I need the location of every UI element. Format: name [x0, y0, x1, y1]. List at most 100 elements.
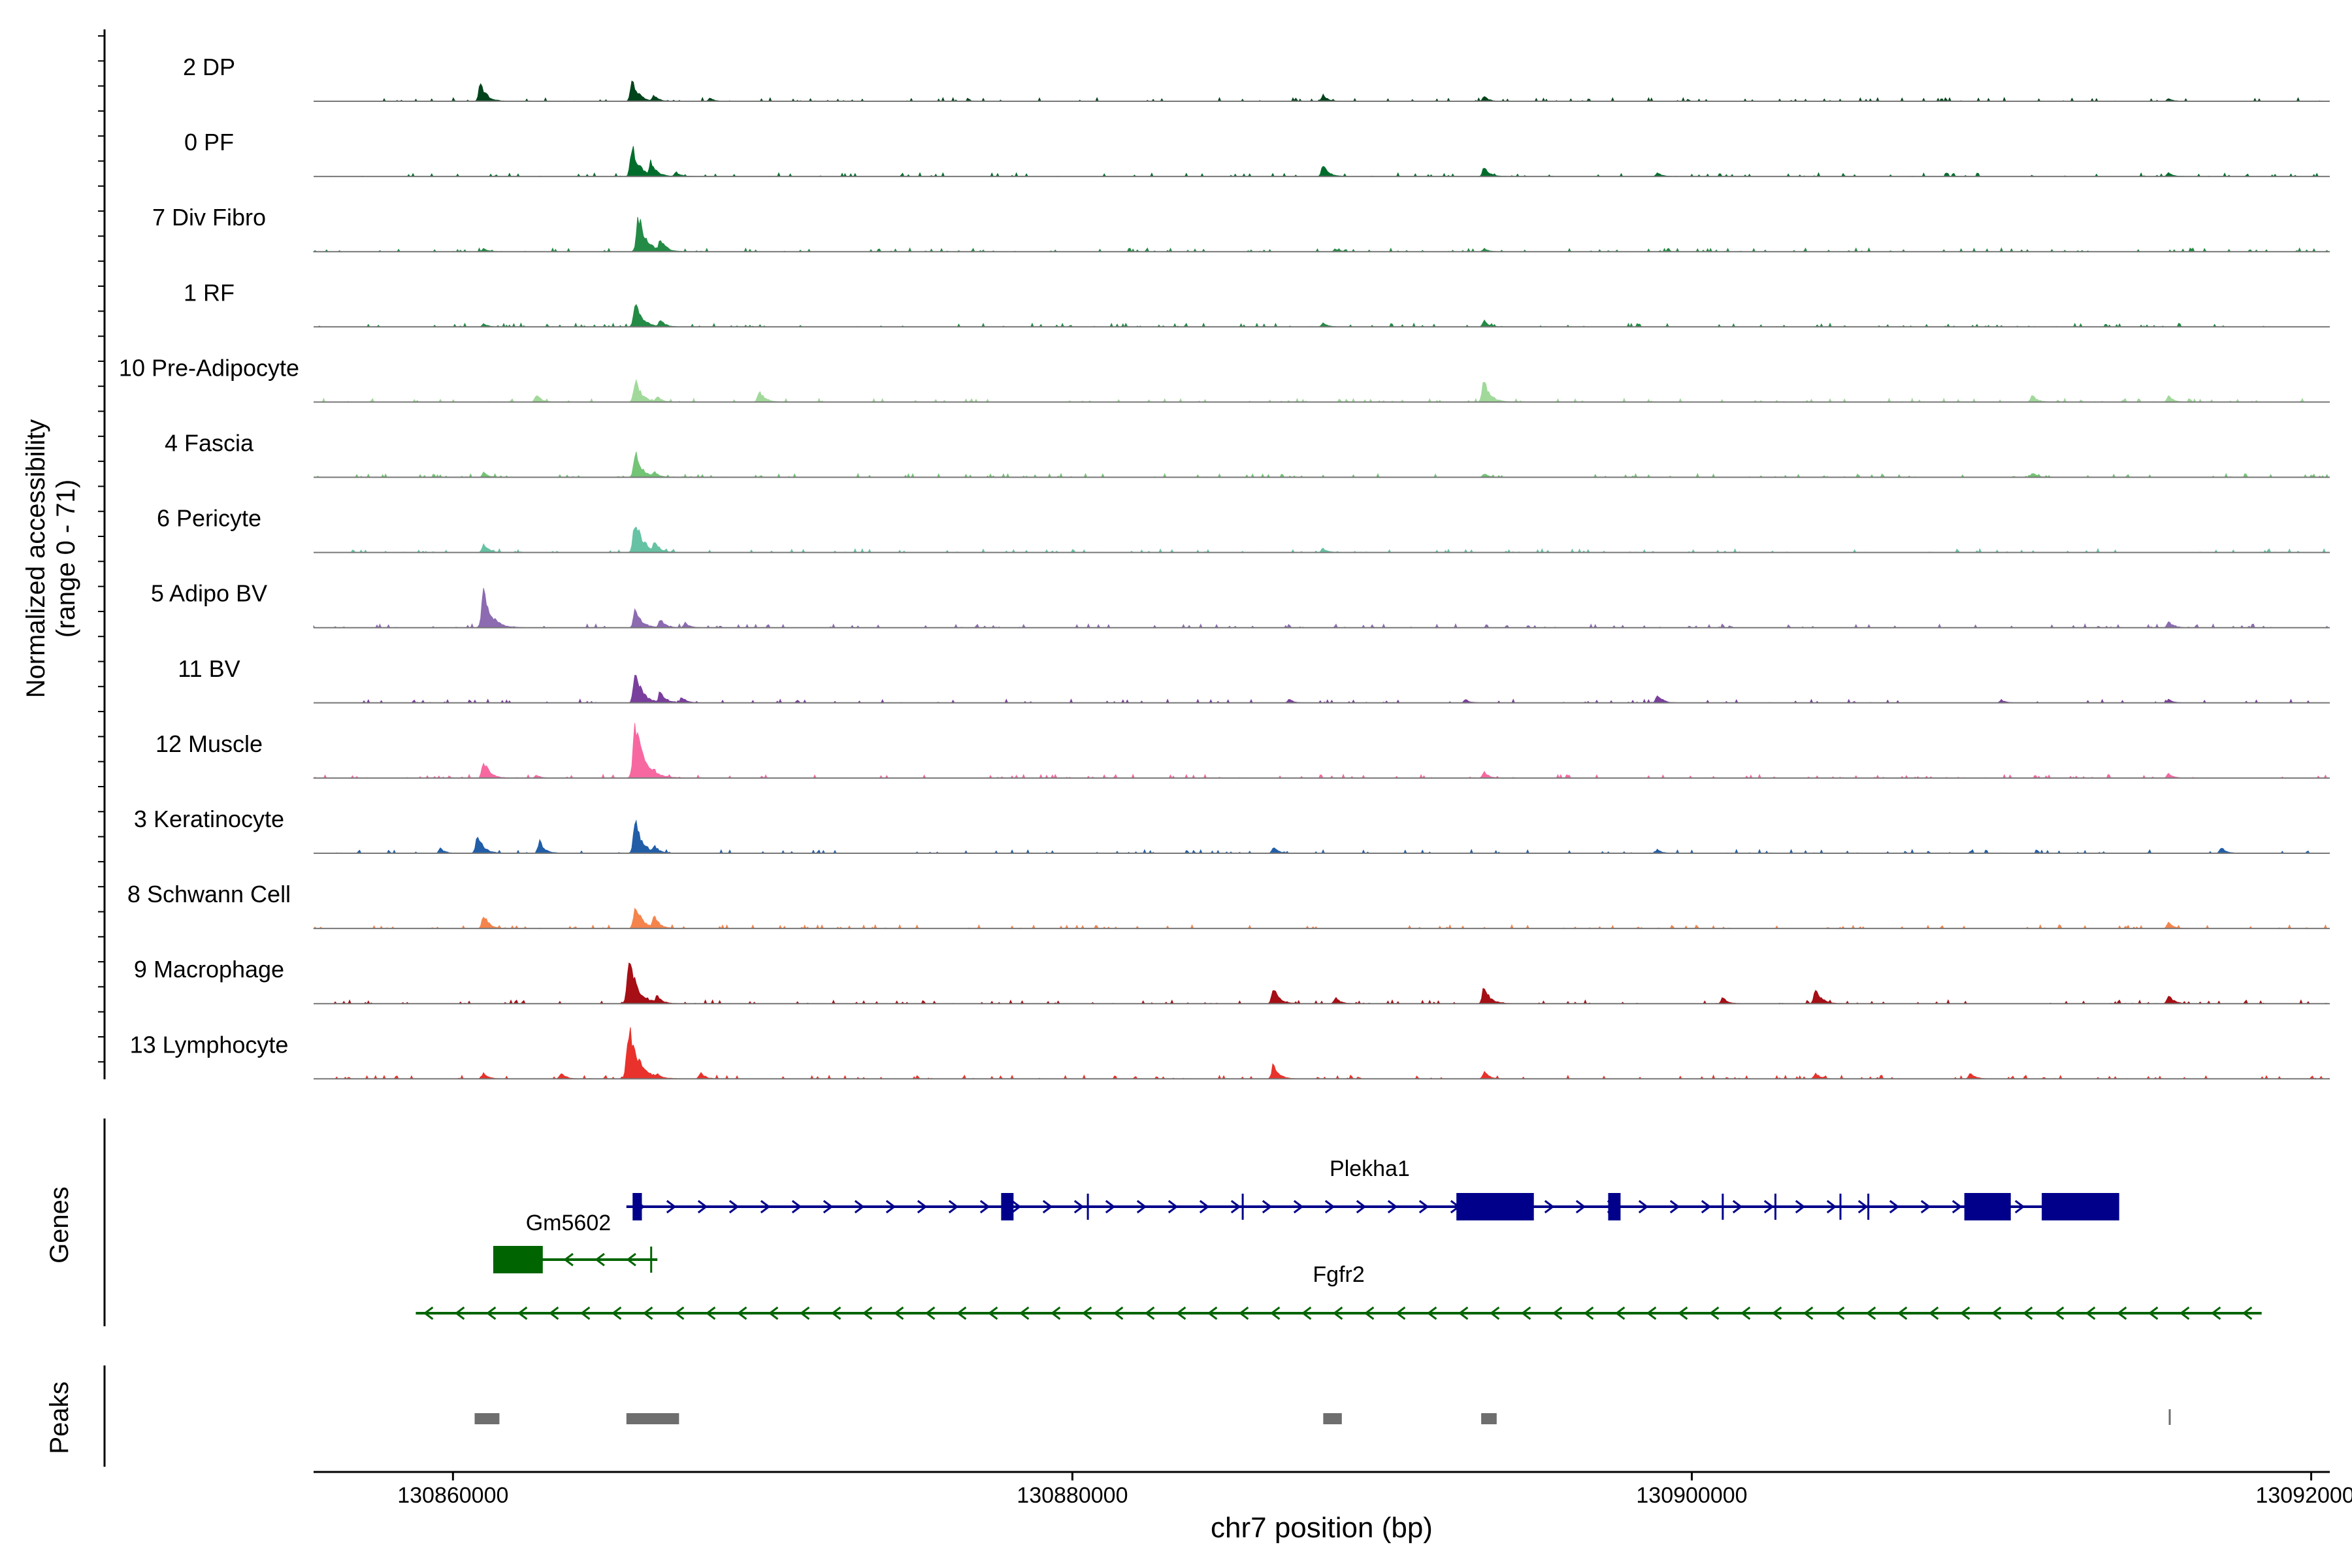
strand-arrow: [454, 1306, 465, 1320]
x-tick-label: 130920000: [2255, 1483, 2352, 1508]
strand-arrow: [1364, 1306, 1375, 1320]
track-label: 7 Div Fibro: [152, 204, 266, 231]
strand-arrow: [485, 1306, 497, 1320]
strand-arrow: [1771, 1306, 1782, 1320]
strand-arrow: [2210, 1306, 2221, 1320]
track-8-schwann-cell: 8 Schwann Cell: [127, 881, 2330, 930]
x-axis-ticks: 130860000 130880000 130900000 130920000: [397, 1472, 2352, 1508]
strand-arrow: [611, 1306, 622, 1320]
strand-arrow: [1458, 1306, 1469, 1320]
gene-label: Plekha1: [1330, 1156, 1410, 1181]
strand-arrow: [1238, 1306, 1249, 1320]
track-2-dp: 2 DP: [183, 54, 2330, 103]
strand-arrow: [1105, 1200, 1116, 1214]
strand-arrow: [2085, 1306, 2096, 1320]
strand-arrow: [548, 1306, 559, 1320]
track-3-keratinocyte: 3 Keratinocyte: [134, 806, 2330, 854]
strand-arrow: [1575, 1200, 1586, 1214]
strand-arrow: [697, 1200, 708, 1214]
strand-arrow: [1928, 1306, 1939, 1320]
track-label: 0 PF: [184, 129, 234, 155]
x-tick-label: 130860000: [397, 1483, 508, 1508]
strand-arrow: [1418, 1200, 1429, 1214]
track-label: 10 Pre-Adipocyte: [119, 354, 299, 381]
track-label: 1 RF: [184, 279, 235, 306]
strand-arrow: [885, 1200, 896, 1214]
x-tick-label: 130880000: [1017, 1483, 1128, 1508]
y-axis-title: Normalized accessibility (range 0 - 71): [22, 419, 80, 698]
track-signal: [314, 675, 2330, 704]
strand-arrow: [736, 1306, 747, 1320]
strand-arrow: [1897, 1306, 1908, 1320]
y-axis-title-line1: Normalized accessibility: [22, 419, 50, 698]
strand-arrow: [2242, 1306, 2253, 1320]
strand-arrow: [1207, 1306, 1218, 1320]
gene-exon: [493, 1246, 543, 1273]
gene-exon: [1001, 1193, 1014, 1220]
strand-arrow: [1356, 1200, 1367, 1214]
strand-arrow: [917, 1200, 928, 1214]
gene-plekha1: Plekha1: [626, 1156, 2119, 1220]
track-signal: [314, 451, 2330, 478]
strand-arrow: [1113, 1306, 1124, 1320]
track-label: 12 Muscle: [155, 730, 263, 757]
peak-region: [1323, 1413, 1342, 1424]
strand-arrow: [1168, 1200, 1179, 1214]
strand-arrow: [854, 1200, 865, 1214]
strand-arrow: [1301, 1306, 1312, 1320]
strand-arrow: [1544, 1200, 1555, 1214]
strand-arrow: [1199, 1200, 1210, 1214]
track-label: 3 Keratinocyte: [134, 806, 284, 832]
strand-arrow: [1332, 1306, 1343, 1320]
strand-arrow: [2053, 1306, 2065, 1320]
strand-arrow: [1708, 1306, 1720, 1320]
strand-arrow: [1646, 1306, 1657, 1320]
strand-arrow: [1395, 1306, 1406, 1320]
track-5-adipo-bv: 5 Adipo BV: [151, 580, 2330, 629]
strand-arrow: [862, 1306, 873, 1320]
track-0-pf: 0 PF: [184, 129, 2330, 178]
strand-arrow: [948, 1200, 959, 1214]
track-signal: [314, 526, 2330, 553]
strand-arrow: [1387, 1200, 1398, 1214]
strand-arrow: [728, 1200, 740, 1214]
strand-arrow: [1740, 1306, 1751, 1320]
strand-arrow: [1803, 1306, 1814, 1320]
track-signal: [312, 907, 2330, 930]
strand-arrow: [1669, 1200, 1680, 1214]
strand-arrow: [1293, 1200, 1304, 1214]
strand-arrow: [987, 1306, 998, 1320]
gene-exon: [1608, 1193, 1621, 1220]
peak-region: [1481, 1413, 1497, 1424]
strand-arrow: [1019, 1306, 1030, 1320]
track-4-fascia: 4 Fascia: [165, 430, 2330, 478]
track-1-rf: 1 RF: [184, 279, 2330, 328]
x-axis-title: chr7 position (bp): [1211, 1512, 1433, 1544]
strand-arrow: [924, 1306, 936, 1320]
strand-arrow: [1552, 1306, 1563, 1320]
strand-arrow: [893, 1306, 904, 1320]
peak-regions-track: [474, 1409, 2171, 1425]
track-12-muscle: 12 Muscle: [155, 723, 2330, 779]
peak-region: [626, 1413, 679, 1424]
strand-arrow: [563, 1252, 574, 1267]
strand-arrow: [517, 1306, 528, 1320]
strand-arrow: [423, 1306, 434, 1320]
strand-arrow: [1732, 1200, 1743, 1214]
strand-arrow: [705, 1306, 716, 1320]
track-label: 6 Pericyte: [157, 505, 261, 532]
track-label: 8 Schwann Cell: [127, 881, 291, 907]
strand-arrow: [626, 1252, 636, 1267]
strand-arrow: [768, 1306, 779, 1320]
strand-arrow: [2116, 1306, 2127, 1320]
strand-arrow: [1857, 1200, 1869, 1214]
track-signal: [312, 217, 2330, 253]
track-label: 4 Fascia: [165, 430, 254, 457]
track-label: 5 Adipo BV: [151, 580, 267, 607]
strand-arrow: [1959, 1306, 1970, 1320]
strand-arrow: [799, 1306, 810, 1320]
strand-arrow: [1795, 1200, 1806, 1214]
strand-arrow: [2022, 1306, 2033, 1320]
track-signal: [314, 962, 2330, 1005]
strand-arrow: [1042, 1200, 1053, 1214]
